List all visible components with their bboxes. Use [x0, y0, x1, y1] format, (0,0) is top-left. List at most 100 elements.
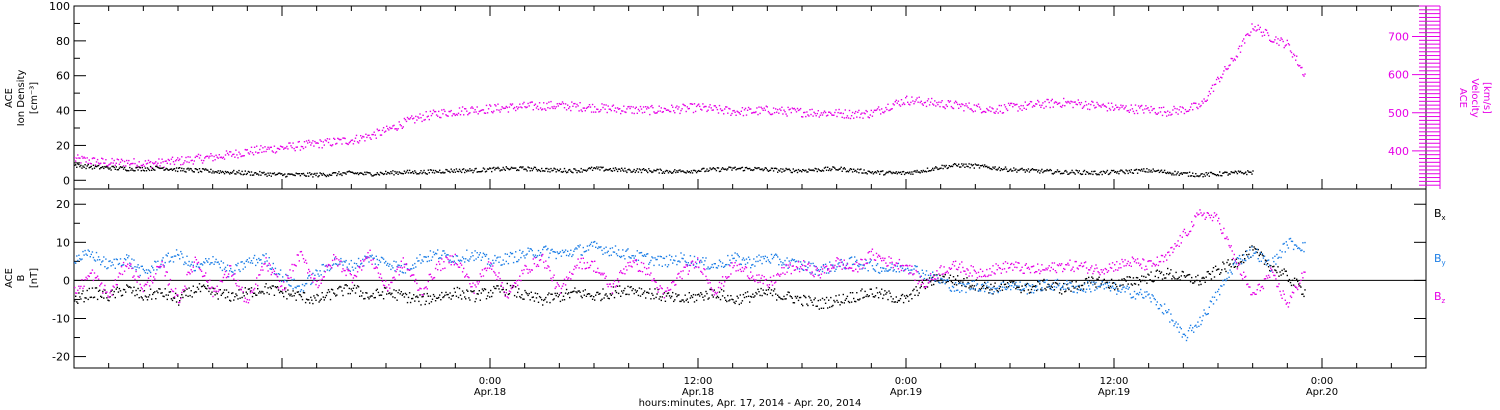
density-series-point: [613, 169, 616, 172]
bx-series-point: [881, 288, 883, 290]
bx-series-point: [1037, 280, 1039, 283]
bx-series-point: [1044, 287, 1046, 290]
by-series-point: [695, 262, 698, 265]
by-series-point: [290, 285, 292, 287]
velocity-series-point: [796, 107, 799, 110]
by-series-point: [966, 283, 968, 285]
bx-series-point: [634, 289, 636, 291]
velocity-series-point: [305, 140, 308, 142]
density-series-point: [875, 172, 878, 174]
bx-series-point: [889, 292, 891, 294]
by-series-point: [258, 257, 260, 260]
velocity-series-point: [867, 116, 869, 118]
bx-series-point: [1029, 291, 1032, 294]
by-series-point: [838, 262, 840, 264]
by-series-point: [210, 262, 212, 264]
velocity-series-point: [876, 108, 879, 110]
by-series-point: [1166, 311, 1168, 314]
velocity-series-point: [1245, 34, 1247, 37]
velocity-series-point: [624, 111, 626, 113]
bx-series-point: [719, 298, 722, 301]
density-series-point: [225, 171, 228, 174]
velocity-series-point: [785, 113, 787, 115]
density-series-point: [229, 173, 231, 175]
velocity-series-point: [822, 112, 825, 114]
density-series-point: [216, 171, 218, 174]
by-series-point: [304, 283, 307, 285]
density-series-point: [127, 169, 129, 172]
by-series-point: [883, 267, 885, 270]
by-series-point: [617, 249, 620, 251]
by-series-point: [798, 268, 801, 270]
bx-series-point: [337, 288, 339, 290]
bx-series-point: [1021, 285, 1023, 287]
bx-series-point: [393, 289, 395, 291]
velocity-series-point: [156, 164, 158, 166]
bx-series-point: [975, 279, 978, 281]
by-series-point: [965, 291, 967, 294]
bx-series-point: [112, 293, 114, 296]
bx-series-point: [954, 278, 957, 280]
by-series-point: [1004, 288, 1007, 290]
bx-series-point: [1209, 273, 1212, 275]
by-series-point: [1264, 261, 1267, 263]
density-series-point: [331, 172, 334, 174]
velocity-series-point: [1002, 112, 1005, 114]
density-series-point: [1140, 170, 1142, 172]
bx-series-point: [702, 296, 704, 298]
bx-series-point: [811, 301, 813, 303]
velocity-series-point: [733, 109, 735, 112]
density-series-point: [128, 170, 130, 172]
by-series-point: [364, 255, 366, 257]
by-series-point: [493, 262, 495, 264]
bx-series-point: [1299, 285, 1301, 287]
bx-series-point: [96, 298, 99, 301]
bx-series-point: [994, 282, 996, 284]
bx-series-point: [1087, 282, 1089, 284]
density-series-point: [1071, 169, 1073, 172]
density-series-point: [900, 173, 903, 175]
density-series-point: [1175, 174, 1177, 176]
density-series-point: [405, 171, 408, 173]
density-series-point: [667, 172, 670, 174]
bx-series-point: [1002, 280, 1005, 282]
bx-series-point: [1110, 278, 1113, 281]
bx-series-point: [227, 291, 230, 294]
by-series-point: [502, 259, 504, 261]
by-series-point: [869, 261, 871, 263]
by-series-point: [1173, 325, 1175, 327]
x-tick-date-label: Apr.20: [1306, 387, 1338, 398]
by-series-point: [666, 266, 669, 268]
bx-series-point: [910, 293, 912, 295]
by-series-point: [1227, 272, 1229, 274]
density-series-point: [808, 168, 810, 170]
velocity-series-point: [420, 117, 422, 119]
velocity-series-point: [362, 135, 364, 138]
density-series-point: [453, 169, 455, 171]
by-series-point: [996, 287, 998, 289]
bx-series-point: [1215, 269, 1218, 271]
velocity-series-point: [860, 113, 862, 115]
velocity-series-point: [825, 115, 828, 117]
bx-series-point: [1248, 253, 1250, 256]
velocity-series-point: [1266, 32, 1269, 34]
velocity-series-point: [936, 101, 938, 104]
velocity-series-point: [866, 110, 868, 113]
bx-series-point: [1090, 282, 1092, 284]
density-series-point: [948, 165, 950, 167]
bx-series-point: [179, 300, 181, 302]
bx-series-point: [871, 293, 874, 295]
bx-series-point: [676, 295, 678, 298]
velocity-series-point: [346, 143, 348, 145]
velocity-series-point: [805, 115, 807, 118]
by-series-point: [412, 264, 414, 266]
bx-series-point: [937, 280, 939, 282]
velocity-series-point: [1241, 40, 1244, 42]
velocity-series-point: [893, 104, 895, 106]
density-series-point: [196, 169, 199, 171]
by-series-point: [509, 251, 512, 254]
velocity-series-point: [400, 125, 402, 127]
bx-series-point: [580, 295, 582, 297]
velocity-series-point: [479, 110, 481, 112]
by-series-point: [106, 267, 108, 270]
